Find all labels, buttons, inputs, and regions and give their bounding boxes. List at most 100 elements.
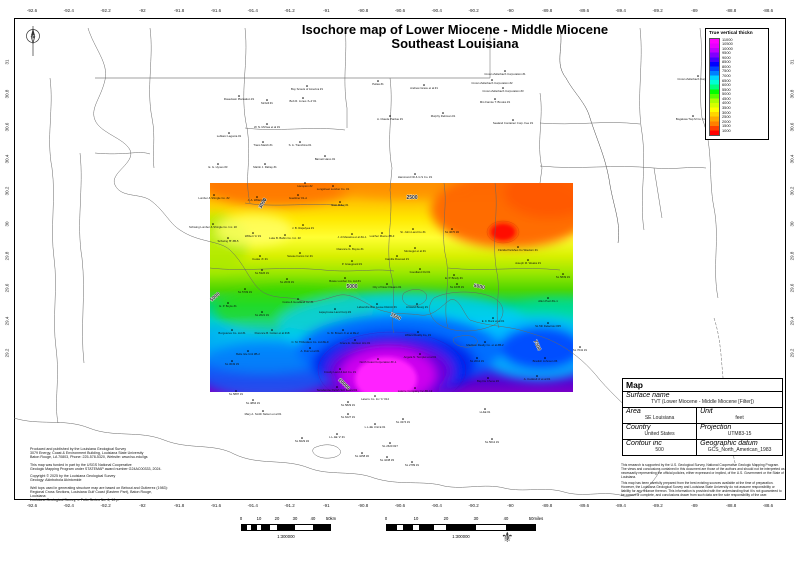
well-spot <box>299 252 301 254</box>
well-label: SL 5012 #1 <box>485 440 500 444</box>
well-spot <box>416 303 418 305</box>
well-spot <box>302 224 304 226</box>
legend-entry: 3500 <box>722 104 731 110</box>
well-spot <box>347 413 349 415</box>
legend-entry: 8000 <box>722 63 731 69</box>
well-label: SL 4864 #1 <box>246 401 261 405</box>
axis-label-latitude: 31 <box>789 59 795 65</box>
well-label: A. Ruiz et al #1 <box>301 349 320 353</box>
well-label: L.L.&E '2' #1 <box>329 435 345 439</box>
well-spot <box>266 99 268 101</box>
well-label: Terrebonne Parish Sch Board #1 <box>317 388 358 392</box>
well-label: Trans Match #1 <box>253 143 273 147</box>
axis-label-longitude: -89.4 <box>615 503 626 508</box>
axis-label-latitude: 30.4 <box>4 154 10 164</box>
well-spot <box>389 442 391 444</box>
well-label: SL 2033 #1 <box>280 280 295 284</box>
well-label: SL 2621 #1 <box>255 313 270 317</box>
well-label: East Miller #1 <box>332 203 349 207</box>
well-spot <box>259 255 261 257</box>
legend-entry: 7500 <box>722 68 731 74</box>
contour-label: 3000 <box>258 197 269 210</box>
well-label: Murphy Rebman #1 <box>431 114 456 118</box>
unit-value: feet <box>735 415 744 421</box>
axis-label-latitude: 31 <box>4 59 10 65</box>
well-spot <box>332 185 334 187</box>
axis-label-latitude: 30.4 <box>789 154 795 164</box>
well-spot <box>336 433 338 435</box>
well-spot <box>547 297 549 299</box>
well-label: Mrs Fannie T. Brooks #1 <box>480 100 511 104</box>
well-spot <box>247 350 249 352</box>
well-spot <box>231 329 233 331</box>
axis-label-latitude: 30 <box>4 221 10 227</box>
geographic-datum-value: GCS_North_American_1983 <box>707 447 772 453</box>
well-label: J. B. Rapelyea #1 <box>292 226 315 230</box>
axis-label-longitude: -89.6 <box>578 503 590 508</box>
contour-label: 5000 <box>346 284 357 290</box>
well-label: S. A. Tranchina #1 <box>289 143 312 147</box>
well-label: Florence B. Cotten et al #18 <box>255 331 290 335</box>
scale-bar-miles: 0 10 20 30 40 50miles 1:300000 <box>384 516 544 542</box>
well-label: SL 4670 #2 <box>445 230 460 234</box>
projection-label: Projection <box>700 424 732 431</box>
well-label: E. F. Buck et al #1 <box>482 319 505 323</box>
scale-bar-blocks <box>241 524 331 531</box>
legend-box: True vertical thickn 11000 10500 10000 9500… <box>705 28 769 140</box>
scale-tick-label: 50miles <box>528 516 544 521</box>
well-label: Schwing 'B' #B-5 <box>218 239 239 243</box>
well-spot <box>238 95 240 97</box>
well-spot <box>442 112 444 114</box>
contour-label: 2500 <box>406 195 417 201</box>
legend-entry: 4500 <box>722 95 731 101</box>
well-label: Camille Roussel #1 <box>385 257 410 261</box>
well-spot <box>354 339 356 341</box>
area-value: SE Louisiana <box>644 415 675 421</box>
scale-bar-blocks <box>386 524 536 531</box>
well-spot <box>306 85 308 87</box>
well-spot <box>414 247 416 249</box>
well-label: SL 4258 #2 <box>355 454 370 458</box>
well-spot <box>502 87 504 89</box>
well-label: G. M. Brown Jr et al #E-2 <box>327 331 359 335</box>
title-line-1: Isochore map of Lower Miocene - Middle M… <box>301 22 609 37</box>
projection-value: UTM83-15 <box>727 431 752 437</box>
well-label: City of New Orleans #1 <box>373 285 402 289</box>
well-spot <box>252 232 254 234</box>
disclaimer-text: This research is supported by the U.S. G… <box>621 463 785 501</box>
well-label: SL 1635 #1 <box>450 285 465 289</box>
well-label: E. G. Hynes #3 <box>209 165 228 169</box>
well-spot <box>544 357 546 359</box>
well-spot <box>212 223 214 225</box>
legend-entry: 5500 <box>722 86 731 92</box>
legend-color-ramp <box>709 37 720 136</box>
well-label: Pelias #1 <box>372 82 384 86</box>
scale-tick-label: 0 <box>384 516 388 521</box>
north-label: N <box>31 35 36 41</box>
well-spot <box>487 377 489 379</box>
axis-label-longitude: -92.2 <box>100 8 111 13</box>
well-label: Luke B. Babin Co. Inc. #2 <box>269 236 301 240</box>
well-label: St. John Land Co #1 <box>400 230 426 234</box>
well-label: Florida Parishes Co Wiedorn #1 <box>498 248 538 252</box>
credits-paragraph: Well tops used in generating structure m… <box>30 485 168 503</box>
well-label: Boy Scouts of America #1 <box>291 87 323 91</box>
well-label: Joseph M. Weaks #1 <box>515 261 542 265</box>
well-spot <box>492 317 494 319</box>
well-spot <box>351 233 353 235</box>
well-label: SL 5829 #1 <box>341 403 356 407</box>
axis-label-longitude: -90.2 <box>468 503 479 508</box>
well-label: Costa & Goodland Inc #1 <box>282 300 314 304</box>
axis-label-latitude: 30.2 <box>789 186 795 196</box>
well-spot <box>386 283 388 285</box>
scale-tick-label: 0 <box>239 516 243 521</box>
well-spot <box>414 387 416 389</box>
lake-pontchartrain-outline <box>429 291 504 332</box>
well-spot <box>286 278 288 280</box>
well-spot <box>227 302 229 304</box>
axis-label-longitude: -89 <box>691 503 698 508</box>
axis-label-longitude: -89.4 <box>615 8 626 13</box>
well-spot <box>213 194 215 196</box>
axis-label-longitude: -90.8 <box>358 8 369 13</box>
well-label: SL 8229 #4 <box>295 439 310 443</box>
